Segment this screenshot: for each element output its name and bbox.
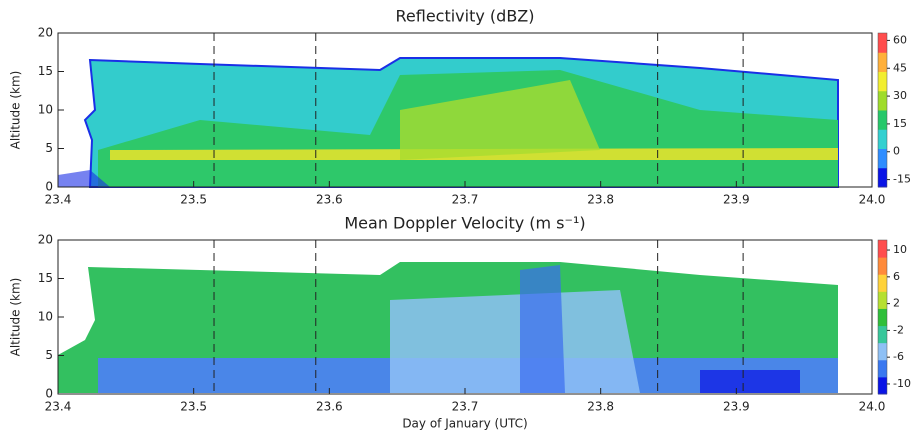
- y-tick-label: 10: [38, 310, 53, 324]
- y-axis-label: Altitude (km): [9, 71, 23, 150]
- colorbar-tick-label: -15: [893, 173, 911, 186]
- colorbar-tick-label: 10: [893, 243, 907, 256]
- y-tick-label: 20: [38, 233, 53, 247]
- x-tick-label: 23.6: [316, 400, 343, 414]
- chart-title: Mean Doppler Velocity (m s⁻¹): [344, 214, 585, 233]
- x-tick-label: 23.5: [180, 400, 207, 414]
- colorbar-segment: [878, 240, 887, 258]
- x-tick-label: 23.7: [452, 193, 479, 207]
- x-tick-label: 23.7: [452, 400, 479, 414]
- x-tick-label: 24.0: [859, 193, 886, 207]
- y-tick-label: 5: [45, 141, 53, 155]
- colorbar-segment: [878, 274, 887, 292]
- colorbar-segment: [878, 342, 887, 361]
- x-tick-label: 23.4: [45, 400, 72, 414]
- colorbar-segment: [878, 376, 887, 395]
- colorbar-segment: [878, 148, 887, 169]
- colorbar-segment: [878, 167, 887, 188]
- colorbar-segment: [878, 129, 887, 149]
- y-tick-label: 5: [45, 348, 53, 362]
- colorbar-segment: [878, 33, 887, 53]
- colorbar-segment: [878, 52, 887, 72]
- colorbar-frame: [877, 32, 888, 188]
- colorbar-tick-label: 45: [893, 61, 907, 74]
- colorbar-tick-label: -6: [893, 350, 904, 363]
- colorbar-tick-label: -10: [893, 377, 911, 390]
- y-axis-label: Altitude (km): [9, 278, 23, 357]
- echo-field: [58, 57, 839, 188]
- colorbar-segment: [878, 291, 887, 309]
- x-tick-label: 23.9: [723, 193, 750, 207]
- chart-title: Reflectivity (dBZ): [396, 7, 535, 26]
- colorbar-tick-label: -2: [893, 323, 904, 336]
- colorbar-frame: [877, 239, 888, 395]
- x-tick-label: 23.5: [180, 193, 207, 207]
- x-tick-label: 23.8: [587, 400, 614, 414]
- x-tick-label: 23.6: [316, 193, 343, 207]
- colorbar-segment: [878, 257, 887, 275]
- colorbar-segment: [878, 308, 887, 327]
- y-tick-label: 0: [45, 387, 53, 401]
- y-tick-label: 0: [45, 180, 53, 194]
- colorbar-tick-label: 0: [893, 145, 900, 158]
- colorbar-tick-label: 30: [893, 89, 907, 102]
- velocity-field: [58, 262, 838, 393]
- x-tick-label: 23.8: [587, 193, 614, 207]
- colorbar-tick-label: 60: [893, 33, 907, 46]
- colorbar-tick-label: 6: [893, 270, 900, 283]
- colorbar-tick-label: 2: [893, 297, 900, 310]
- y-tick-label: 15: [38, 64, 53, 78]
- x-tick-label: 23.9: [723, 400, 750, 414]
- x-axis-label: Day of January (UTC): [402, 417, 527, 431]
- x-tick-label: 24.0: [859, 400, 886, 414]
- y-tick-label: 10: [38, 103, 53, 117]
- x-tick-label: 23.4: [45, 193, 72, 207]
- colorbar-segment: [878, 110, 887, 130]
- colorbar-segment: [878, 71, 887, 92]
- y-tick-label: 15: [38, 271, 53, 285]
- colorbar-tick-label: 15: [893, 117, 907, 130]
- colorbar-segment: [878, 359, 887, 378]
- colorbar-segment: [878, 90, 887, 111]
- colorbar-segment: [878, 325, 887, 344]
- y-tick-label: 20: [38, 26, 53, 40]
